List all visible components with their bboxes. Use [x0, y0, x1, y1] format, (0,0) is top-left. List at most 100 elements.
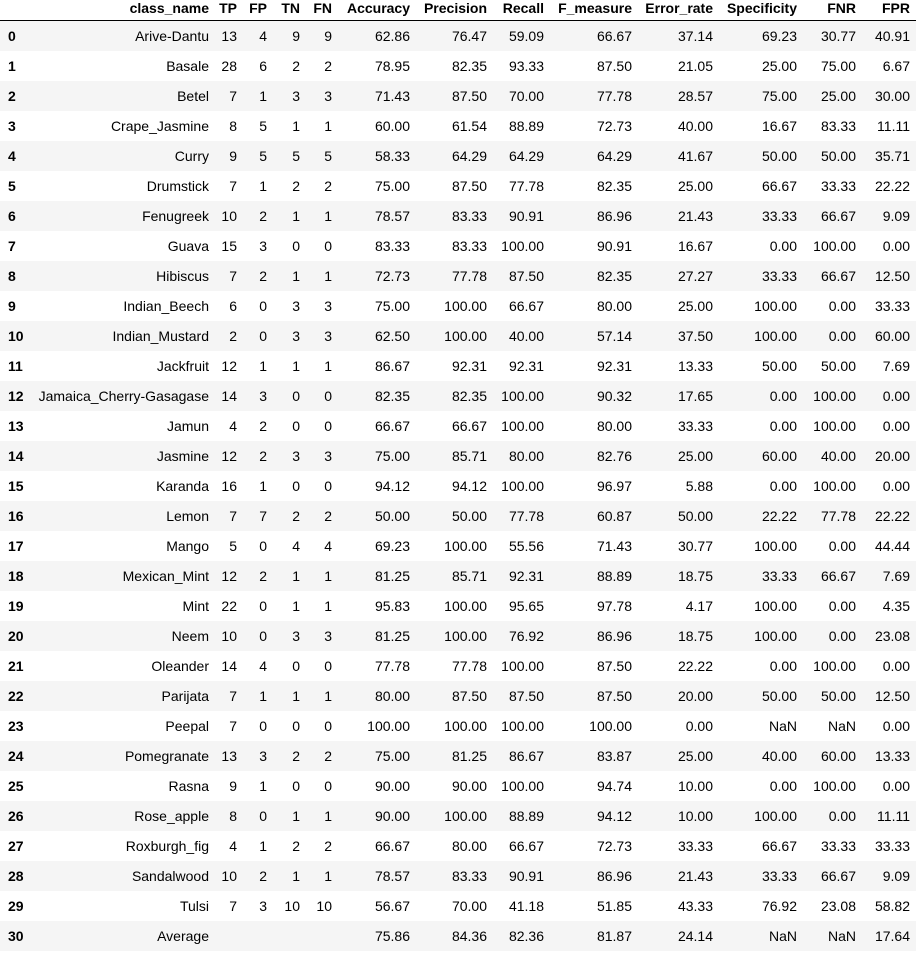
table-cell: 3: [259, 898, 267, 914]
table-cell: 4.17: [685, 598, 713, 614]
table-cell: 3: [324, 88, 332, 104]
class-name-cell: Lemon: [166, 508, 209, 524]
table-cell: 33.33: [820, 178, 856, 194]
table-cell: 100.00: [444, 328, 487, 344]
table-cell: 59.09: [508, 28, 544, 44]
table-cell: 23.08: [820, 898, 856, 914]
table-cell: 7.69: [882, 568, 910, 584]
table-cell: 100.00: [444, 628, 487, 644]
table-cell: 77.78: [596, 88, 632, 104]
table-cell: 3: [292, 448, 300, 464]
table-cell: 9: [324, 28, 332, 44]
row-index: 14: [8, 448, 24, 464]
table-cell: 90.91: [596, 238, 632, 254]
table-cell: 5: [324, 148, 332, 164]
table-cell: 28.57: [677, 88, 713, 104]
table-cell: NaN: [827, 928, 856, 944]
table-cell: 100.00: [813, 658, 856, 674]
table-cell: 10.00: [677, 808, 713, 824]
table-cell: 28: [221, 58, 237, 74]
table-cell: 84.36: [451, 928, 487, 944]
table-cell: 16.67: [677, 238, 713, 254]
table-cell: 55.56: [508, 538, 544, 554]
table-cell: 3: [259, 388, 267, 404]
row-index: 17: [8, 538, 24, 554]
class-name-cell: Hibiscus: [156, 268, 209, 284]
table-cell: 58.33: [374, 148, 410, 164]
row-index: 19: [8, 598, 24, 614]
table-cell: 100.00: [754, 298, 797, 314]
table-cell: 20.00: [677, 688, 713, 704]
table-cell: 0.00: [769, 388, 797, 404]
table-cell: 60.00: [874, 328, 910, 344]
row-index: 25: [8, 778, 24, 794]
table-cell: 64.29: [508, 148, 544, 164]
table-cell: 50.00: [761, 688, 797, 704]
table-header: class_name TP FP TN FN Accuracy Precision Recal…: [0, 0, 916, 21]
table-cell: 83.33: [374, 238, 410, 254]
table-cell: 1: [259, 778, 267, 794]
table-cell: 33.33: [820, 838, 856, 854]
table-cell: 50.00: [820, 358, 856, 374]
table-cell: 0.00: [882, 238, 910, 254]
row-index: 16: [8, 508, 24, 524]
row-index: 27: [8, 838, 24, 854]
table-cell: 80.00: [596, 298, 632, 314]
table-cell: 100.00: [444, 808, 487, 824]
table-cell: 2: [324, 58, 332, 74]
table-cell: 21.05: [677, 58, 713, 74]
table-cell: 82.76: [596, 448, 632, 464]
table-row: 5 Drumstick 7 1 2 2 75.00 87.50 77.78 82.35 25.00 6…: [0, 171, 916, 201]
table-cell: 1: [324, 208, 332, 224]
class-name-cell: Jackfruit: [156, 358, 209, 374]
table-cell: 92.31: [508, 358, 544, 374]
table-cell: 33.33: [677, 838, 713, 854]
table-cell: 4: [229, 838, 237, 854]
table-cell: 1: [324, 568, 332, 584]
class-name-cell: Peepal: [165, 718, 209, 734]
table-cell: 0.00: [882, 658, 910, 674]
table-cell: 40.00: [820, 448, 856, 464]
table-cell: 5: [259, 148, 267, 164]
row-index: 5: [8, 178, 16, 194]
class-name-cell: Rasna: [168, 778, 209, 794]
table-cell: 92.31: [451, 358, 487, 374]
table-cell: 66.67: [374, 838, 410, 854]
table-cell: 81.25: [451, 748, 487, 764]
table-cell: 30.00: [874, 88, 910, 104]
table-cell: 90.00: [451, 778, 487, 794]
class-name-cell: Pomegranate: [124, 748, 209, 764]
table-cell: 75.00: [820, 58, 856, 74]
table-cell: 87.50: [596, 688, 632, 704]
row-index: 23: [8, 718, 24, 734]
table-cell: 5: [292, 148, 300, 164]
class-name-cell: Parijata: [161, 688, 209, 704]
class-name-cell: Rose_apple: [134, 808, 209, 824]
table-cell: 77.78: [508, 508, 544, 524]
table-cell: 37.14: [677, 28, 713, 44]
table-cell: 2: [292, 178, 300, 194]
row-index: 1: [8, 58, 16, 74]
column-header-1: class_name: [32, 0, 215, 21]
table-cell: 90.91: [508, 208, 544, 224]
table-cell: 1: [259, 178, 267, 194]
table-cell: 12.50: [874, 268, 910, 284]
table-row: 18 Mexican_Mint 12 2 1 1 81.25 85.71 92.31 88.89 1…: [0, 561, 916, 591]
table-cell: 100.00: [501, 418, 544, 434]
table-cell: 0.00: [769, 778, 797, 794]
table-row: 25 Rasna 9 1 0 0 90.00 90.00 100.00 94.74 10.00 0.0…: [0, 771, 916, 801]
table-cell: 1: [259, 358, 267, 374]
table-cell: 4: [259, 28, 267, 44]
table-cell: 27.27: [677, 268, 713, 284]
table-cell: 86.67: [508, 748, 544, 764]
table-cell: 18.75: [677, 628, 713, 644]
table-cell: 81.25: [374, 628, 410, 644]
row-index: 20: [8, 628, 24, 644]
table-cell: 0.00: [882, 418, 910, 434]
table-cell: 95.83: [374, 598, 410, 614]
table-cell: 30.77: [820, 28, 856, 44]
table-cell: 94.12: [451, 478, 487, 494]
table-cell: 88.89: [508, 808, 544, 824]
table-cell: 25.00: [677, 298, 713, 314]
class-name-cell: Jamun: [166, 418, 209, 434]
